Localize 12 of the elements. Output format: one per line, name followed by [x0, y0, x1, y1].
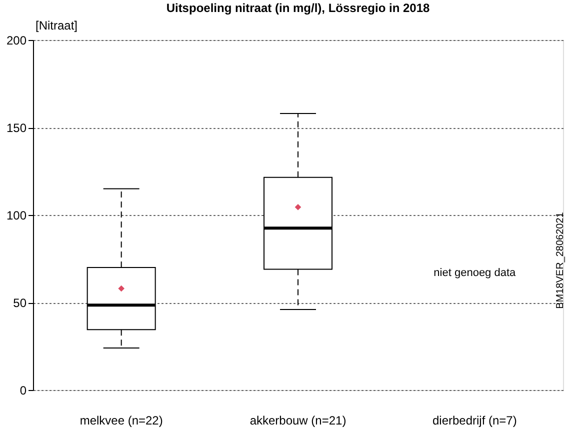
y-tick-label: 150 — [6, 121, 27, 135]
y-tick-label: 0 — [20, 384, 27, 398]
annotation: niet genoeg data — [434, 266, 517, 279]
y-tick-label: 100 — [6, 208, 27, 222]
x-tick-label: akkerbouw (n=21) — [250, 414, 346, 428]
y-tick-label: 50 — [13, 296, 27, 310]
x-tick-label: melkvee (n=22) — [80, 414, 163, 428]
y-tick-label: 200 — [6, 34, 27, 48]
y-axis-title: [Nitraat] — [36, 18, 78, 32]
annotation: BM18VER_28062021 — [555, 212, 566, 309]
chart-title: Uitspoeling nitraat (in mg/l), Lössregio in 2018 — [166, 1, 430, 15]
x-tick-label: dierbedrijf (n=7) — [432, 414, 517, 428]
